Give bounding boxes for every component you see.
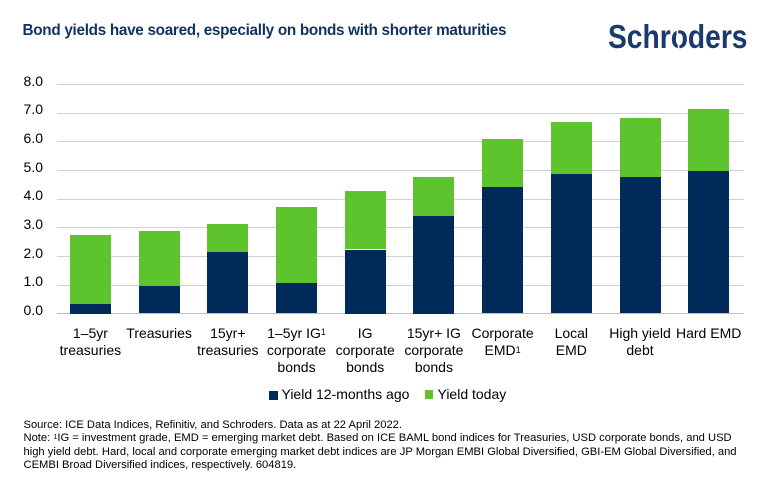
svg-text:Schroders: Schroders — [608, 18, 748, 55]
